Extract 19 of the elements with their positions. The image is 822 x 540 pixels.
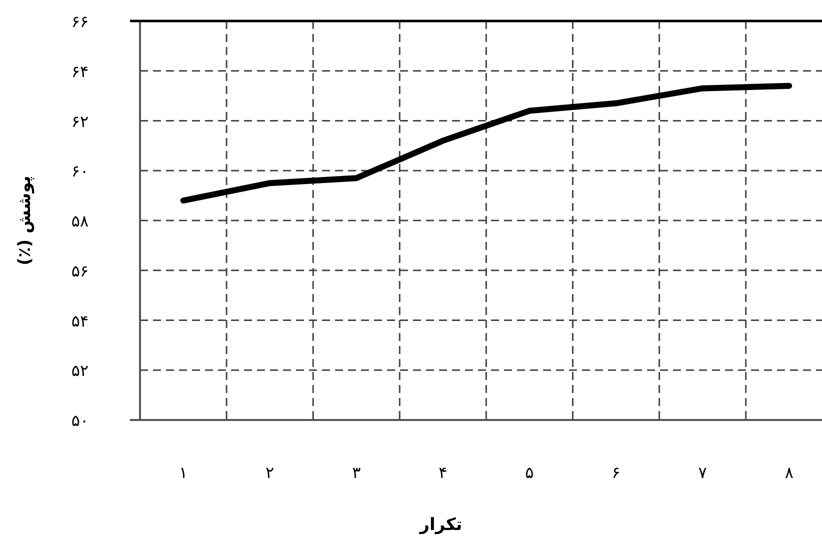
x-axis-title: تکرار <box>418 515 462 535</box>
y-tick-label: ۶۰ <box>71 162 89 181</box>
y-tick-label: ۵۶ <box>71 261 89 280</box>
y-axis-title: پوشش (٪) <box>15 176 35 266</box>
y-tick-label: ۵۲ <box>71 361 89 380</box>
x-tick-label: ۳ <box>352 463 362 482</box>
y-tick-label: ۵۰ <box>71 411 89 430</box>
x-tick-label: ۵ <box>525 463 534 482</box>
y-tick-label: ۵۸ <box>71 212 89 230</box>
y-tick-label: ۶۶ <box>71 12 89 31</box>
y-tick-label: ۶۲ <box>71 112 89 131</box>
x-tick-label: ۱ <box>178 463 188 482</box>
y-tick-label: ۵۴ <box>71 311 89 330</box>
y-tick-label: ۶۴ <box>71 62 89 81</box>
x-tick-label: ۸ <box>784 463 794 482</box>
x-tick-label: ۶ <box>612 463 620 482</box>
x-tick-label: ۴ <box>438 463 448 482</box>
x-tick-label: ۲ <box>266 463 274 482</box>
x-tick-label: ۷ <box>698 463 708 482</box>
